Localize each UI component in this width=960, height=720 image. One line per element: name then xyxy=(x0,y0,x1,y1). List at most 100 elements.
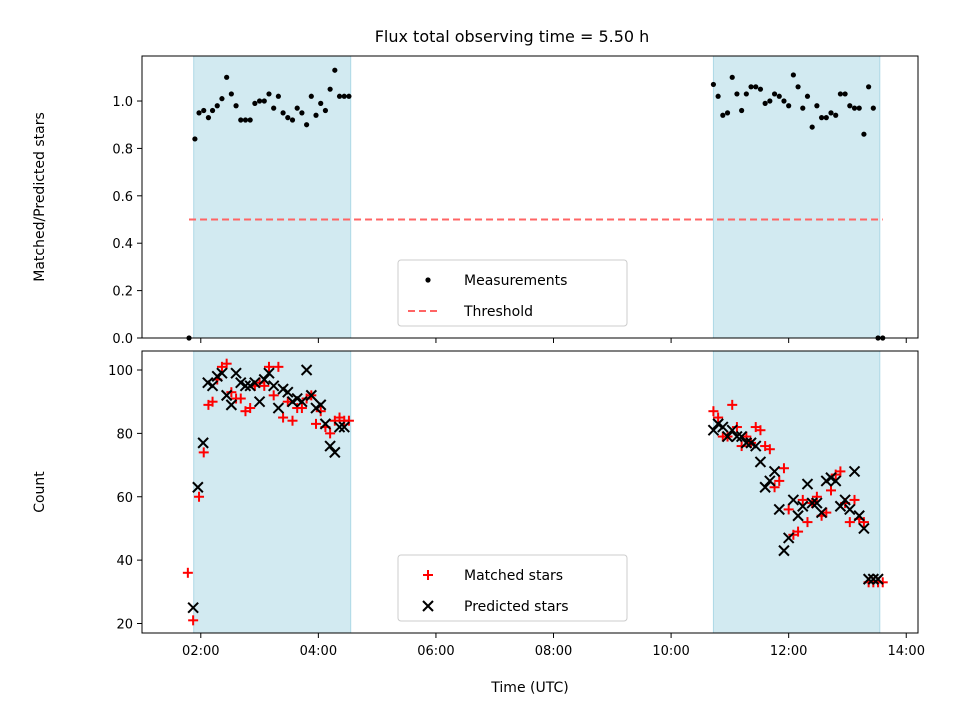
x-tick-label: 14:00 xyxy=(888,644,925,659)
data-point xyxy=(305,389,318,402)
data-point xyxy=(801,478,814,490)
data-point xyxy=(862,573,875,585)
data-point xyxy=(818,115,825,121)
data-point xyxy=(736,441,747,452)
cross-b xyxy=(867,573,880,585)
x-axis-label: Time (UTC) xyxy=(490,680,568,696)
data-point xyxy=(707,424,720,436)
data-point xyxy=(294,105,300,111)
x-tick-label: 04:00 xyxy=(300,644,337,659)
cross-b xyxy=(839,494,851,506)
data-point xyxy=(778,463,789,474)
data-point xyxy=(206,380,219,392)
data-point xyxy=(748,84,754,90)
data-point xyxy=(318,100,324,106)
cross-b xyxy=(263,367,275,379)
data-point xyxy=(197,437,209,449)
data-point xyxy=(806,497,818,509)
cross-b xyxy=(235,376,247,389)
legend-marker xyxy=(423,570,433,580)
data-point xyxy=(311,418,322,429)
x-tick-label: 06:00 xyxy=(417,644,454,659)
data-point xyxy=(781,98,787,104)
data-point xyxy=(849,494,860,505)
data-point xyxy=(844,517,855,528)
data-point xyxy=(343,415,354,426)
cross-b xyxy=(801,478,814,490)
y-tick-label: 60 xyxy=(116,491,133,506)
cross-b xyxy=(750,440,762,452)
data-point xyxy=(877,577,888,588)
data-point xyxy=(256,98,263,104)
data-point xyxy=(324,440,336,452)
cross-b xyxy=(811,497,823,509)
data-point xyxy=(332,67,338,73)
cross-b xyxy=(197,437,209,449)
axes-frame xyxy=(141,55,919,339)
cross-b xyxy=(329,446,341,459)
data-point xyxy=(768,465,781,478)
data-point xyxy=(336,93,343,99)
data-point xyxy=(853,510,865,522)
data-point xyxy=(764,444,775,455)
data-point xyxy=(221,358,232,369)
data-point xyxy=(341,93,347,99)
data-point xyxy=(327,86,333,92)
cross-b xyxy=(717,421,729,433)
cross-b xyxy=(862,573,875,585)
y-tick-label: 1.0 xyxy=(112,95,133,110)
data-point xyxy=(715,93,721,99)
data-point xyxy=(278,412,289,423)
data-point xyxy=(837,91,844,97)
data-point xyxy=(829,475,842,487)
data-point xyxy=(797,500,809,512)
cross-b xyxy=(202,376,214,389)
data-point xyxy=(322,107,329,114)
data-point xyxy=(242,117,249,123)
data-point xyxy=(735,430,748,443)
data-point xyxy=(773,503,785,516)
data-point xyxy=(778,544,790,557)
data-point xyxy=(263,361,274,372)
cross-b xyxy=(721,430,734,443)
data-point xyxy=(220,389,233,402)
legend-box xyxy=(397,259,628,327)
data-point xyxy=(717,421,729,433)
data-point xyxy=(795,84,801,90)
cross-b xyxy=(282,386,294,398)
data-point xyxy=(315,399,327,411)
cross-b xyxy=(773,503,785,516)
cross-b xyxy=(324,440,336,452)
data-point xyxy=(720,112,726,118)
y-tick-label: 100 xyxy=(108,364,133,379)
cross-b xyxy=(759,481,771,493)
data-point xyxy=(731,422,742,433)
data-point xyxy=(285,115,291,121)
data-point xyxy=(815,506,828,519)
data-point xyxy=(750,440,762,452)
data-point xyxy=(774,475,785,486)
y-axis-label: Matched/Predicted stars xyxy=(32,112,48,282)
data-point xyxy=(198,447,209,458)
y-tick-label: 80 xyxy=(116,427,133,442)
data-point xyxy=(313,112,319,118)
y-tick-label: 0.2 xyxy=(112,285,133,300)
cross-b xyxy=(792,510,804,522)
y-tick-label: 0.8 xyxy=(112,142,133,157)
count-panel: 20 40 60 80 100 02:00 04:00 06:00 08:00 10:00 12:0… xyxy=(32,350,925,696)
cross-b xyxy=(192,481,204,493)
data-point xyxy=(289,117,296,123)
cross-b xyxy=(187,601,199,614)
cross-b xyxy=(225,399,238,411)
y-tick-label: 0.4 xyxy=(112,237,133,252)
data-point xyxy=(729,74,735,80)
data-point xyxy=(809,124,815,130)
data-point xyxy=(201,107,207,114)
data-point xyxy=(861,131,867,137)
data-point xyxy=(811,491,822,502)
x-tick-label: 10:00 xyxy=(652,644,689,659)
data-point xyxy=(759,481,771,493)
y-tick-label: 40 xyxy=(116,554,133,569)
data-point xyxy=(769,482,780,493)
